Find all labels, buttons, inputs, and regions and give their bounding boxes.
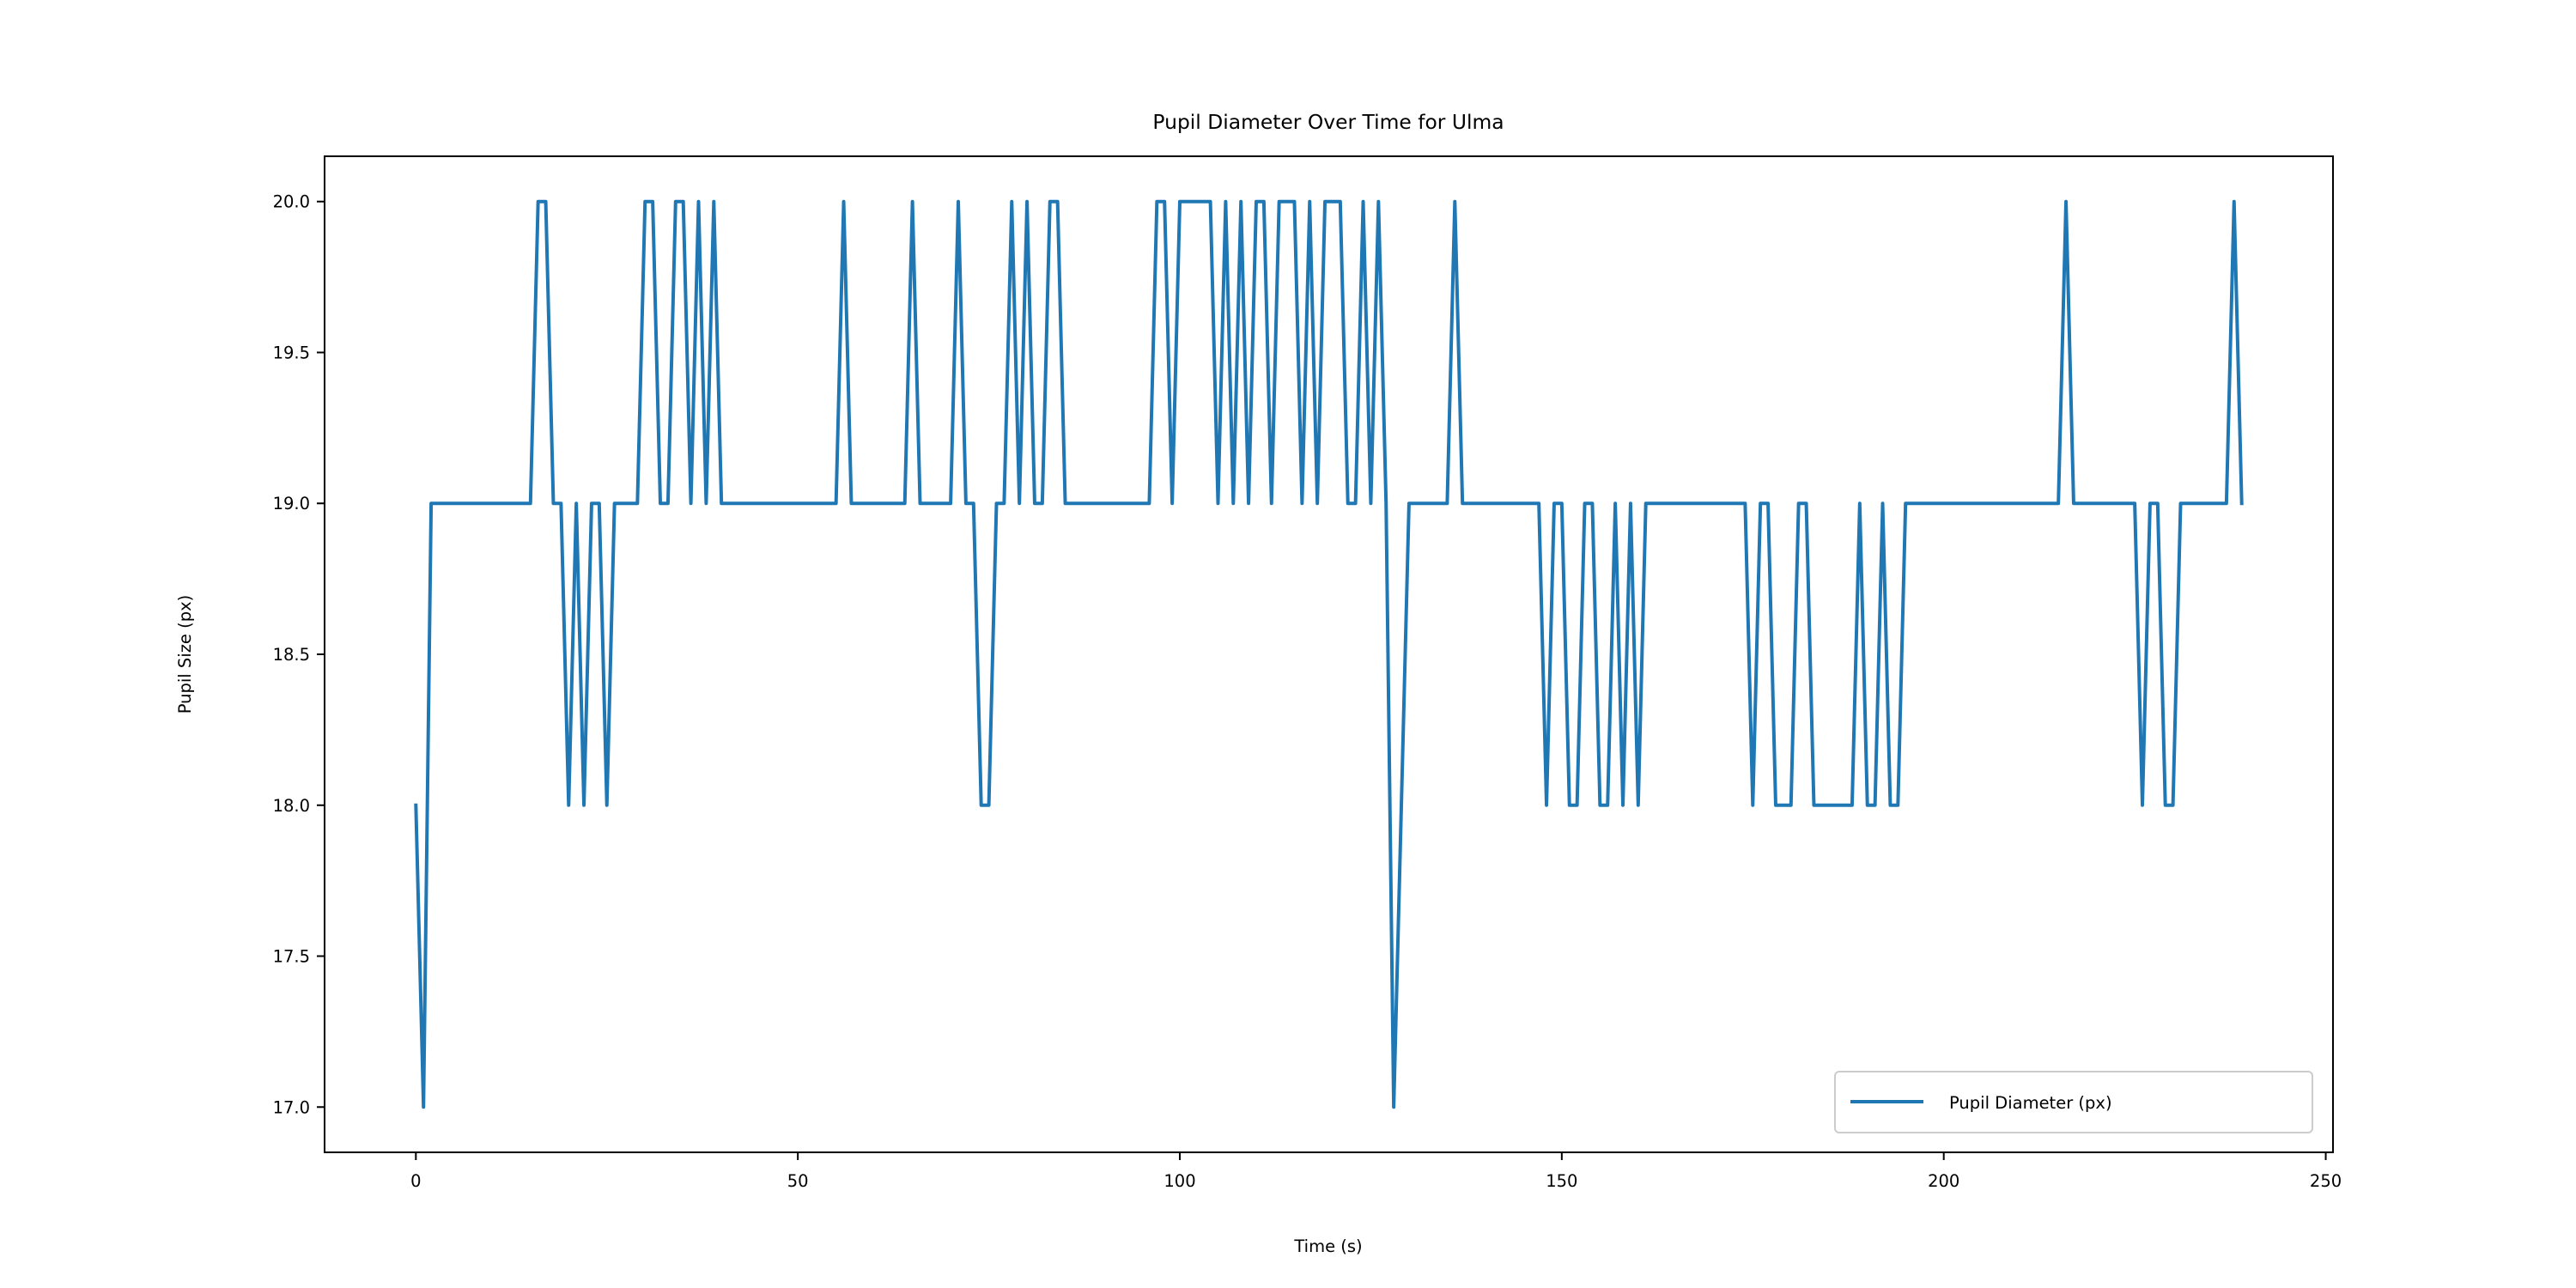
x-tick-label: 250: [2310, 1171, 2342, 1191]
chart-title: Pupil Diameter Over Time for Ulma: [1152, 110, 1504, 134]
x-tick-label: 150: [1546, 1171, 1577, 1191]
y-tick-label: 17.5: [273, 947, 310, 967]
y-tick-label: 18.5: [273, 645, 310, 665]
x-tick-label: 0: [410, 1171, 421, 1191]
series-line-pupil-diameter: [414, 199, 2244, 1109]
x-tick-label: 100: [1163, 1171, 1195, 1191]
y-tick-label: 17.0: [273, 1097, 310, 1117]
y-axis-label: Pupil Size (px): [175, 595, 195, 714]
x-axis: 0 50 100 150 200 250: [410, 1152, 2342, 1191]
y-tick-label: 20.0: [273, 192, 310, 212]
x-axis-label: Time (s): [1293, 1236, 1362, 1256]
legend: Pupil Diameter (px): [1834, 1071, 2313, 1133]
y-axis: 17.0 17.5 18.0 18.5 19.0 19.5 20.0: [273, 192, 325, 1117]
x-tick-label: 200: [1928, 1171, 1959, 1191]
legend-box: [1834, 1071, 2313, 1133]
y-tick-label: 19.0: [273, 494, 310, 513]
x-tick-label: 50: [787, 1171, 809, 1191]
plot-frame: [324, 155, 2334, 1153]
y-tick-label: 19.5: [273, 343, 310, 362]
legend-label: Pupil Diameter (px): [1949, 1093, 2112, 1113]
y-tick-label: 18.0: [273, 796, 310, 816]
